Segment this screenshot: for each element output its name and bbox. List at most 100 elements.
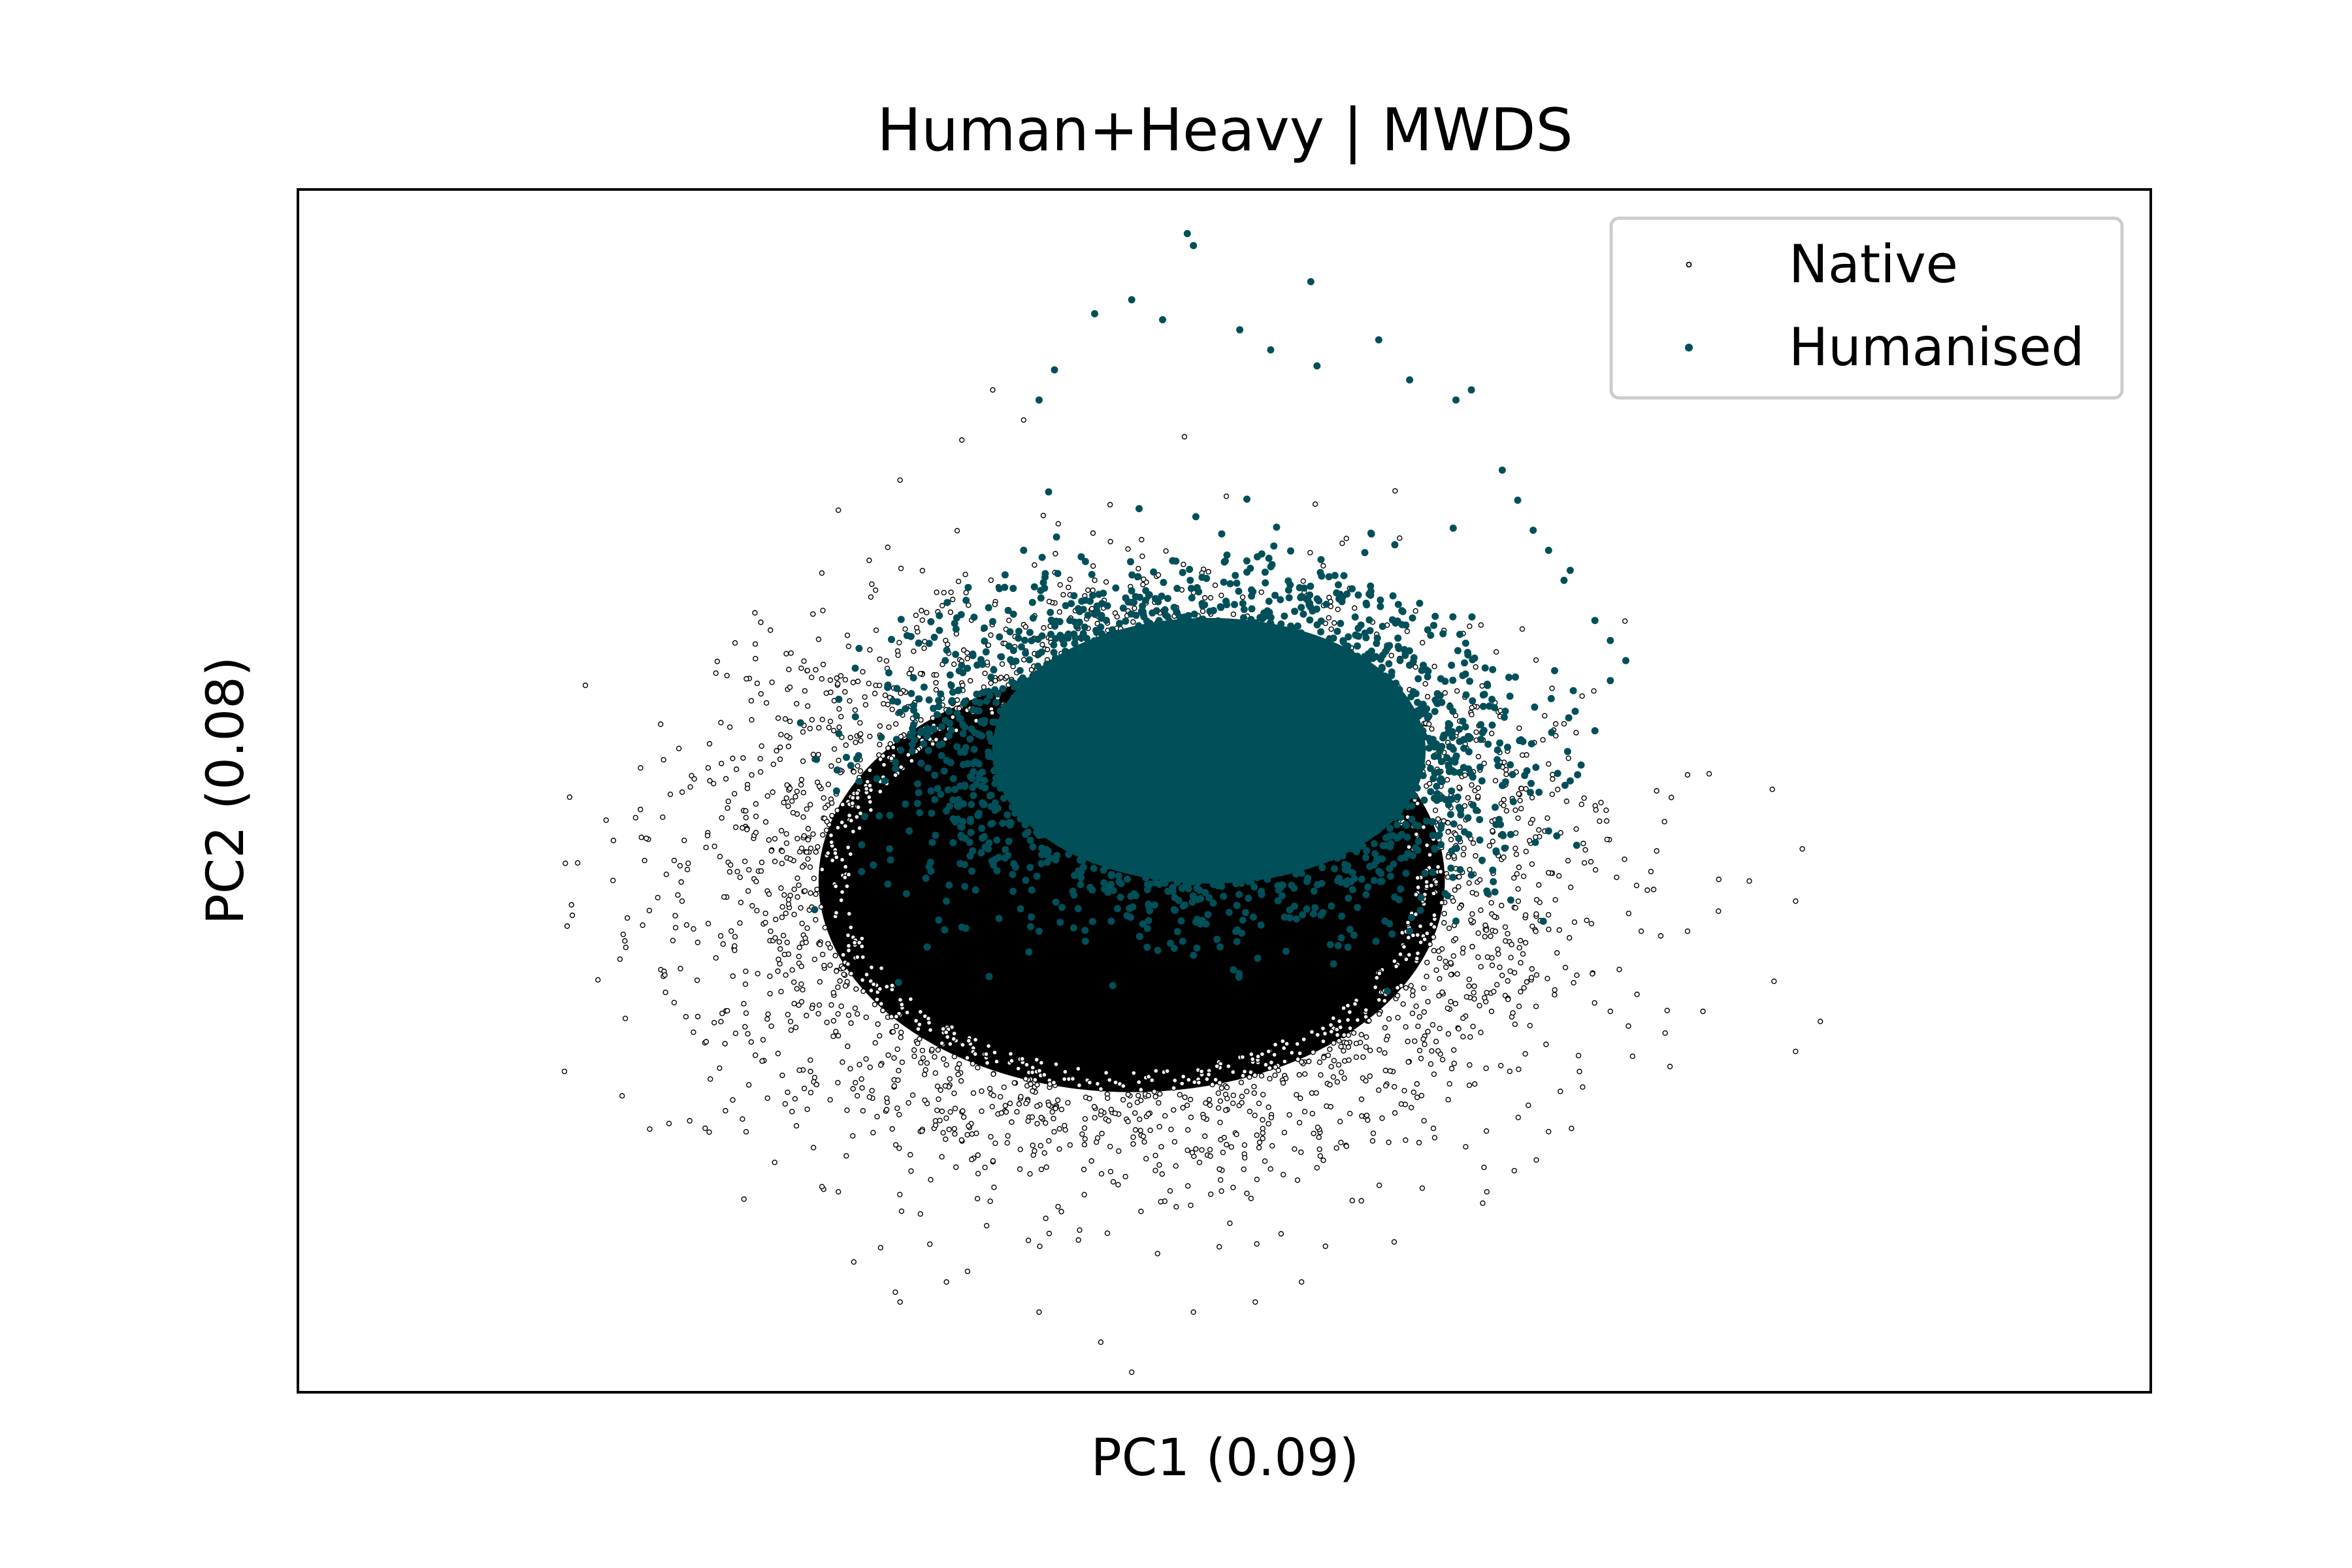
humanised-point xyxy=(1494,762,1502,770)
native-point xyxy=(823,827,830,834)
native-point xyxy=(1431,924,1437,930)
humanised-point xyxy=(1362,890,1370,898)
native-point xyxy=(867,647,873,653)
humanised-point xyxy=(913,800,921,808)
humanised-point xyxy=(996,707,1004,715)
native-point xyxy=(855,794,861,801)
humanised-point xyxy=(958,823,966,831)
native-point xyxy=(1173,1203,1179,1210)
humanised-point xyxy=(1170,945,1178,952)
humanised-point xyxy=(1367,530,1375,538)
native-point xyxy=(1187,1096,1194,1103)
native-point xyxy=(720,941,727,947)
humanised-point xyxy=(910,706,918,714)
native-point xyxy=(663,872,670,877)
native-point xyxy=(743,1129,749,1135)
native-point xyxy=(1132,1110,1138,1116)
native-point xyxy=(936,1096,941,1102)
native-point xyxy=(842,864,849,870)
native-point xyxy=(1296,1071,1302,1078)
native-point xyxy=(1040,512,1047,519)
native-outlier-point xyxy=(1654,788,1659,794)
native-point xyxy=(783,795,790,801)
native-point xyxy=(848,970,854,977)
native-point xyxy=(954,528,960,534)
native-point xyxy=(1363,1078,1369,1084)
native-point xyxy=(1252,1072,1258,1079)
native-point xyxy=(1516,945,1522,951)
native-point xyxy=(882,692,889,698)
native-point xyxy=(719,815,725,821)
native-point xyxy=(1141,576,1147,582)
native-point xyxy=(748,1039,755,1045)
humanised-point xyxy=(1122,617,1130,625)
native-point xyxy=(719,1010,725,1017)
native-point xyxy=(1188,1114,1194,1120)
native-point xyxy=(1452,936,1459,942)
humanised-point xyxy=(1187,585,1195,593)
humanised-point xyxy=(1016,666,1024,674)
humanised-point xyxy=(1047,608,1054,616)
humanised-point xyxy=(1445,720,1452,728)
native-point xyxy=(1431,663,1437,670)
native-point xyxy=(962,572,968,578)
humanised-point xyxy=(1284,586,1292,594)
native-point xyxy=(973,1130,979,1136)
native-point xyxy=(1569,1125,1575,1132)
humanised-point xyxy=(1166,866,1174,874)
native-point xyxy=(1103,579,1109,585)
native-point xyxy=(1318,1072,1324,1078)
native-point xyxy=(1028,666,1035,673)
native-point xyxy=(1554,787,1561,792)
humanised-point xyxy=(1235,587,1243,595)
native-point xyxy=(850,1086,856,1092)
humanised-point xyxy=(1386,642,1394,649)
humanised-point xyxy=(925,696,933,704)
native-point xyxy=(1582,847,1588,853)
native-point xyxy=(1167,1188,1173,1194)
native-point xyxy=(1648,868,1654,875)
humanised-point xyxy=(1408,815,1416,823)
humanised-point xyxy=(1240,614,1247,621)
native-point xyxy=(1604,836,1610,843)
humanised-point xyxy=(985,845,992,853)
native-point xyxy=(1448,960,1454,966)
humanised-point xyxy=(1017,810,1024,818)
native-point xyxy=(777,756,783,762)
native-point xyxy=(1540,737,1546,743)
humanised-point xyxy=(1401,821,1409,828)
native-point xyxy=(1529,794,1535,801)
native-point xyxy=(808,802,813,808)
native-point xyxy=(1316,1059,1323,1066)
native-point xyxy=(1552,897,1558,903)
native-point xyxy=(886,724,892,730)
native-point xyxy=(1536,882,1542,888)
chart-title: Human+Heavy | MWDS xyxy=(877,96,1573,165)
native-point xyxy=(1022,1075,1029,1082)
native-point xyxy=(933,736,939,743)
native-point xyxy=(1041,1071,1047,1078)
humanised-point xyxy=(949,775,957,783)
humanised-point xyxy=(1027,923,1034,930)
native-point xyxy=(1549,791,1556,798)
native-point xyxy=(1556,927,1563,933)
native-point xyxy=(1363,1044,1369,1050)
humanised-point xyxy=(1427,631,1435,639)
humanised-point xyxy=(1412,745,1420,753)
native-point xyxy=(1625,910,1632,917)
native-point xyxy=(1113,1079,1119,1086)
humanised-point xyxy=(1139,608,1147,615)
native-point xyxy=(638,806,644,813)
humanised-point xyxy=(1235,973,1243,981)
humanised-point xyxy=(1274,897,1282,905)
native-point xyxy=(840,1059,845,1065)
native-point xyxy=(1454,971,1460,977)
native-point xyxy=(939,1154,945,1160)
native-point xyxy=(772,1159,777,1166)
native-point xyxy=(836,757,841,764)
native-point xyxy=(889,755,894,762)
humanised-point xyxy=(1439,630,1447,638)
humanised-point xyxy=(1427,788,1435,796)
humanised-point xyxy=(994,762,1002,770)
humanised-point xyxy=(1045,488,1053,496)
